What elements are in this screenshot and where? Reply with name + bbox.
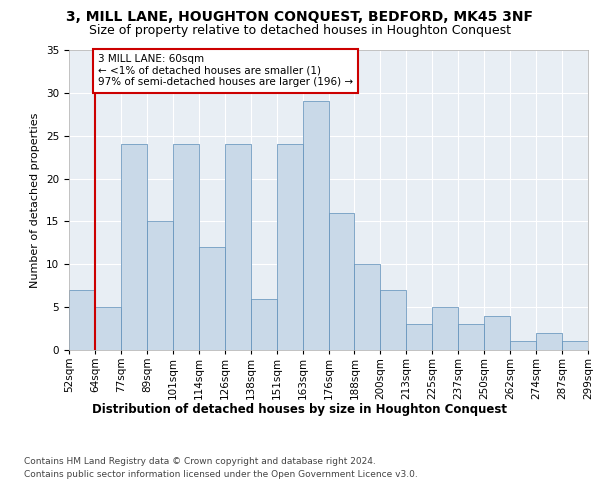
Bar [484, 316, 510, 350]
Bar [536, 333, 562, 350]
Bar [510, 342, 536, 350]
Bar [69, 290, 95, 350]
Bar [251, 298, 277, 350]
Bar [458, 324, 484, 350]
Bar [329, 213, 355, 350]
Bar [95, 307, 121, 350]
Bar [121, 144, 147, 350]
Bar [277, 144, 302, 350]
Bar [302, 102, 329, 350]
Bar [355, 264, 380, 350]
Text: Contains HM Land Registry data © Crown copyright and database right 2024.: Contains HM Land Registry data © Crown c… [24, 458, 376, 466]
Bar [380, 290, 406, 350]
Bar [147, 222, 173, 350]
Text: Distribution of detached houses by size in Houghton Conquest: Distribution of detached houses by size … [92, 402, 508, 415]
Y-axis label: Number of detached properties: Number of detached properties [31, 112, 40, 288]
Bar [173, 144, 199, 350]
Bar [406, 324, 432, 350]
Text: 3 MILL LANE: 60sqm
← <1% of detached houses are smaller (1)
97% of semi-detached: 3 MILL LANE: 60sqm ← <1% of detached hou… [98, 54, 353, 88]
Text: 3, MILL LANE, HOUGHTON CONQUEST, BEDFORD, MK45 3NF: 3, MILL LANE, HOUGHTON CONQUEST, BEDFORD… [67, 10, 533, 24]
Bar [199, 247, 224, 350]
Bar [562, 342, 588, 350]
Text: Contains public sector information licensed under the Open Government Licence v3: Contains public sector information licen… [24, 470, 418, 479]
Bar [225, 144, 251, 350]
Text: Size of property relative to detached houses in Houghton Conquest: Size of property relative to detached ho… [89, 24, 511, 37]
Bar [433, 307, 458, 350]
